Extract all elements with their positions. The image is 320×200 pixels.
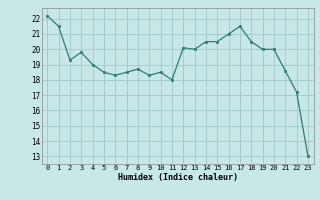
X-axis label: Humidex (Indice chaleur): Humidex (Indice chaleur) <box>118 173 237 182</box>
